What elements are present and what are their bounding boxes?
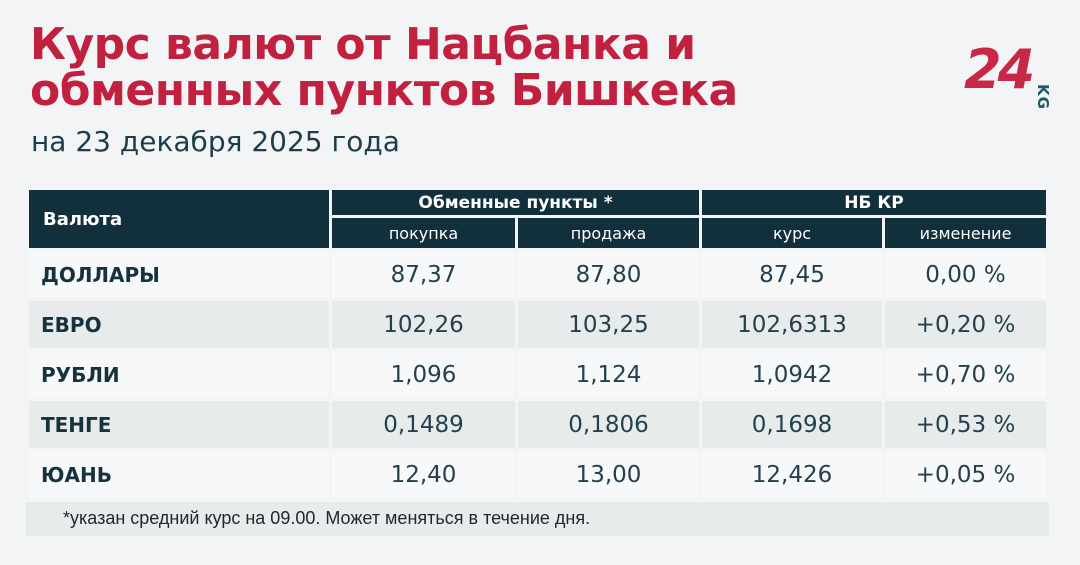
logo-24kg: 24 KG <box>964 38 1053 110</box>
buy-value: 102,26 <box>332 301 515 349</box>
nbkr-rate-value: 12,426 <box>702 451 882 499</box>
change-value: 0,00 % <box>885 251 1046 299</box>
change-value: +0,70 % <box>885 351 1046 399</box>
sell-value: 1,124 <box>518 351 699 399</box>
buy-value: 87,37 <box>332 251 515 299</box>
buy-value: 1,096 <box>332 351 515 399</box>
col-group-nbkr: НБ КР <box>702 190 1046 216</box>
change-value: +0,20 % <box>885 301 1046 349</box>
nbkr-rate-value: 87,45 <box>702 251 882 299</box>
table-row-euro: ЕВРО 102,26 103,25 102,6313 +0,20 % <box>29 301 1046 349</box>
col-header-change: изменение <box>885 218 1046 249</box>
sell-value: 103,25 <box>518 301 699 349</box>
table-row-rubles: РУБЛИ 1,096 1,124 1,0942 +0,70 % <box>29 351 1046 399</box>
currency-name: ЕВРО <box>29 301 329 349</box>
buy-value: 0,1489 <box>332 401 515 449</box>
table-header: Валюта Обменные пункты * НБ КР покупка п… <box>29 190 1046 249</box>
change-value: +0,53 % <box>885 401 1046 449</box>
table-row-tenge: ТЕНГЕ 0,1489 0,1806 0,1698 +0,53 % <box>29 401 1046 449</box>
sell-value: 87,80 <box>518 251 699 299</box>
nbkr-rate-value: 102,6313 <box>702 301 882 349</box>
col-header-buy: покупка <box>332 218 515 249</box>
buy-value: 12,40 <box>332 451 515 499</box>
sell-value: 0,1806 <box>518 401 699 449</box>
table-row-dollars: ДОЛЛАРЫ 87,37 87,80 87,45 0,00 % <box>29 251 1046 299</box>
page-title-line1: Курс валют от Нацбанка и <box>30 19 696 70</box>
date-subtitle: на 23 декабря 2025 года <box>31 125 400 159</box>
col-header-rate: курс <box>702 218 882 249</box>
col-header-currency: Валюта <box>29 190 329 249</box>
nbkr-rate-value: 1,0942 <box>702 351 882 399</box>
currency-name: РУБЛИ <box>29 351 329 399</box>
page-title: Курс валют от Нацбанка и обменных пункто… <box>30 19 950 117</box>
logo-kg-text: KG <box>1034 84 1053 110</box>
table-row-yuan: ЮАНЬ 12,40 13,00 12,426 +0,05 % <box>29 451 1046 499</box>
currency-name: ДОЛЛАРЫ <box>29 251 329 299</box>
page-title-line2: обменных пунктов Бишкека <box>30 65 738 117</box>
nbkr-rate-value: 0,1698 <box>702 401 882 449</box>
currency-name: ТЕНГЕ <box>29 401 329 449</box>
sell-value: 13,00 <box>518 451 699 499</box>
currency-name: ЮАНЬ <box>29 451 329 499</box>
col-header-sell: продажа <box>518 218 699 249</box>
logo-24-text: 24 <box>964 38 1035 101</box>
exchange-rates-table: Валюта Обменные пункты * НБ КР покупка п… <box>26 187 1049 501</box>
change-value: +0,05 % <box>885 451 1046 499</box>
footnote: *указан средний курс на 09.00. Может мен… <box>26 502 1049 537</box>
col-group-exchange-points: Обменные пункты * <box>332 190 699 216</box>
